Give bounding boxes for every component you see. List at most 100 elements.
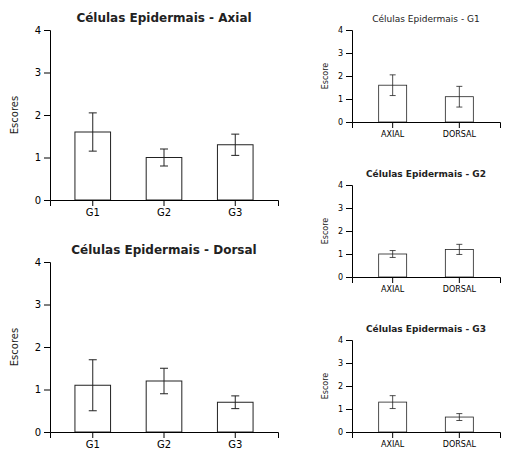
tick: 4 [338,26,352,35]
tick-mark [44,115,50,116]
tick-mark [346,208,352,209]
y-axis-title: Escore [321,63,330,90]
tick-label: 3 [338,204,343,213]
tick: 3 [338,204,352,213]
tick-mark [164,432,165,438]
tick-label: 2 [338,382,343,391]
y-axis: 0 1 2 3 4 [338,181,353,282]
tick-label: 2 [338,72,343,81]
error-bar [160,149,168,166]
tick-mark [44,262,50,263]
y-axis: 01234 [338,336,353,437]
tick: G1 [86,432,100,450]
tick: 2 [35,110,50,121]
tick: 1 [338,405,352,414]
error-bar [456,414,462,421]
tick: G3 [228,432,242,450]
chart-title: Células Epidermais - G1 [372,14,479,24]
tick-mark [44,432,50,433]
tick: DORSAL [443,432,477,449]
tick: 4 [35,257,50,268]
tick-label: 0 [35,427,41,438]
tick-mark [459,122,460,128]
panel: 01234G1G2G3EscoresCélulas Epidermais - A… [9,11,279,218]
error-bar [89,113,97,151]
tick-label: G1 [86,439,100,450]
tick-mark [44,347,50,348]
tick-mark [346,122,352,123]
tick-label: G3 [228,439,242,450]
tick: 3 [338,49,352,58]
tick-label: 3 [338,49,343,58]
tick-mark [346,277,352,278]
tick: AXIAL [381,122,405,139]
tick: 2 [35,342,50,353]
tick: 1 [35,384,50,395]
error-bar [390,251,396,258]
tick: 2 [338,227,352,236]
error-bar [390,396,396,409]
tick-label: 0 [338,118,343,127]
tick: 1 [338,95,352,104]
marks [379,396,474,432]
tick: G1 [86,200,100,218]
axis-line [51,201,279,207]
tick: 3 [35,299,50,310]
tick-mark [459,277,460,283]
axis-line [346,31,353,123]
tick: 3 [35,67,50,78]
tick-mark [346,30,352,31]
tick-label: 1 [338,250,343,259]
tick-label: 4 [338,26,343,35]
tick-label: G2 [157,439,171,450]
tick-mark [459,432,460,438]
y-axis: 0 1 2 3 4 [35,257,51,438]
tick-label: 3 [35,299,41,310]
tick-mark [44,158,50,159]
marks [379,244,474,277]
tick-mark [346,386,352,387]
x-axis: G1G2G3 [51,200,279,218]
error-bar [231,134,239,155]
axis-line [51,433,279,439]
tick: G2 [157,200,171,218]
tick: 0 [35,195,50,206]
tick-mark [92,432,93,438]
tick: G2 [157,432,171,450]
panel: 01234G1G2G3EscoresCélulas Epidermais - D… [9,243,279,450]
tick-mark [346,99,352,100]
y-axis-title: Escores [9,96,20,134]
tick-label: DORSAL [443,285,477,294]
axis-line [44,263,51,433]
x-axis: AXIAL DORSAL [353,277,501,294]
tick-mark [346,340,352,341]
tick-label: 4 [338,181,343,190]
tick: 4 [338,181,352,190]
tick: 3 [338,359,352,368]
tick-mark [44,305,50,306]
tick-mark [235,432,236,438]
x-axis: AXIALDORSAL [353,432,501,449]
error-bar [456,86,462,107]
chart-title: Células Epidermais - G3 [366,324,486,334]
tick-label: 3 [35,67,41,78]
tick-label: 1 [35,384,41,395]
tick-mark [346,76,352,77]
tick: 0 [338,273,352,282]
tick: DORSAL [443,277,477,294]
tick-mark [44,73,50,74]
tick-mark [346,409,352,410]
tick-mark [346,254,352,255]
tick-mark [346,53,352,54]
tick-label: AXIAL [381,285,405,294]
figure: 01234G1G2G3EscoresCélulas Epidermais - A… [0,0,508,472]
y-axis-title: Escores [9,328,20,366]
tick-mark [44,390,50,391]
tick: 2 [338,72,352,81]
axis-line [353,433,501,439]
axis-line [353,123,501,129]
tick-label: 1 [35,152,41,163]
y-axis-title: Escore [321,218,330,245]
tick-label: 1 [338,95,343,104]
panel: 01234AXIALDORSALEscoreCélulas Epidermais… [321,14,501,139]
